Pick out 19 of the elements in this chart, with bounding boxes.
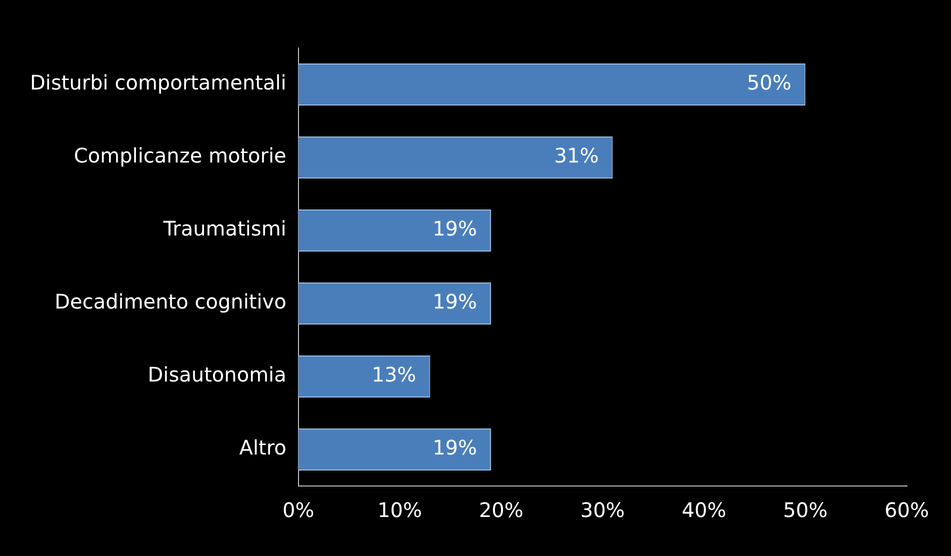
x-tick-label: 20% xyxy=(478,498,524,522)
y-tick-label: Disautonomia xyxy=(148,362,286,387)
x-tick-label: 60% xyxy=(884,498,929,522)
x-tick-label: 40% xyxy=(682,498,726,522)
x-tick-label: 0% xyxy=(282,498,314,522)
y-tick-label: Traumatismi xyxy=(162,216,286,241)
y-tick-label: Complicanze motorie xyxy=(74,144,286,168)
x-tick-label: 50% xyxy=(783,498,828,522)
data-label: 31% xyxy=(554,144,599,168)
y-tick-label: Disturbi comportamentali xyxy=(30,70,286,95)
data-label: 13% xyxy=(372,362,416,387)
y-tick-label: Decadimento cognitivo xyxy=(54,290,286,314)
y-tick-label: Altro xyxy=(239,436,286,460)
x-tick-label: 30% xyxy=(580,498,625,522)
data-label: 50% xyxy=(746,70,792,95)
data-label: 19% xyxy=(432,290,478,314)
data-label: 19% xyxy=(432,216,478,241)
x-tick-label: 10% xyxy=(378,498,422,522)
data-label: 19% xyxy=(432,436,478,460)
